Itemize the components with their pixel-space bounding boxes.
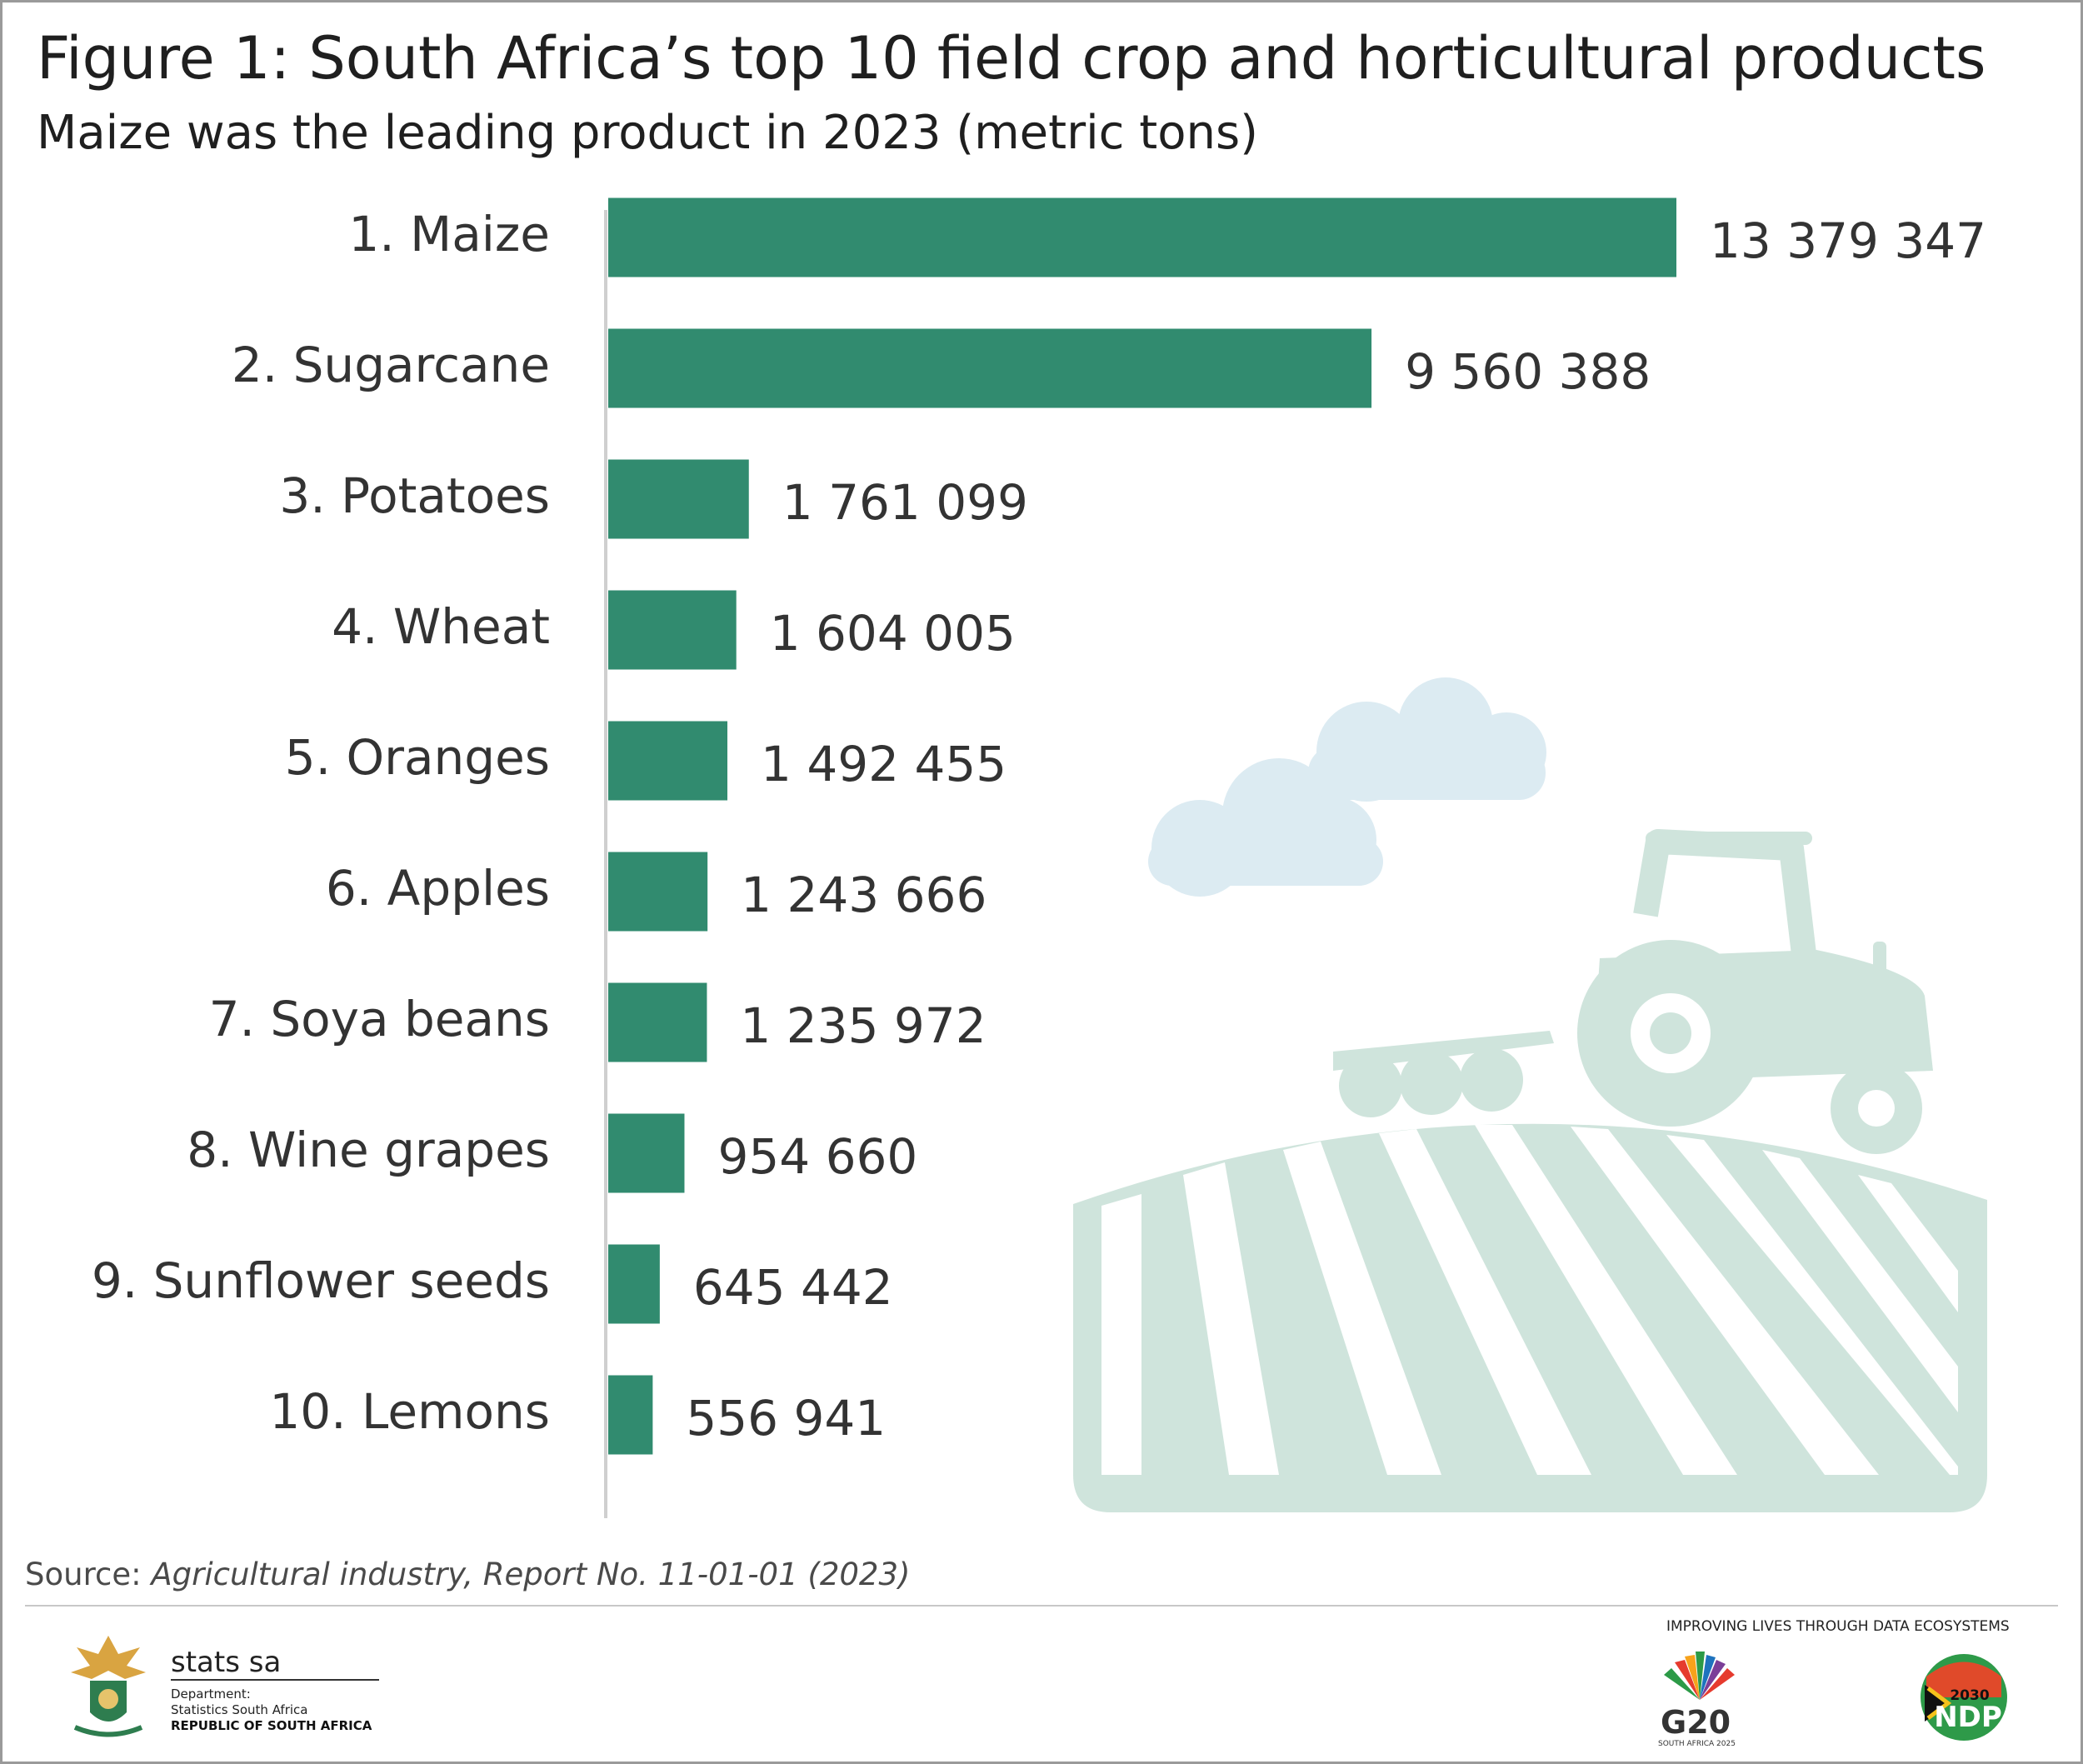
footer-tagline: IMPROVING LIVES THROUGH DATA ECOSYSTEMS [1666, 1618, 2010, 1635]
bar-1 [608, 197, 1676, 277]
bar-8 [608, 1113, 685, 1193]
bar-chart: 1. Maize 13 379 347 2. Sugarcane 9 560 388 3… [92, 197, 1987, 1518]
g20-icon [1664, 1652, 1735, 1700]
category-label-8: 8. Wine grapes [187, 1122, 550, 1178]
dept-line-1: Department: [171, 1687, 251, 1702]
source-note: Source: Agricultural industry, Report No… [25, 1557, 910, 1592]
category-label-2: 2. Sugarcane [232, 337, 550, 393]
ndp-label: NDP [1934, 1701, 2002, 1734]
source-prefix: Source: [25, 1557, 152, 1592]
g20-label: G20 [1661, 1704, 1731, 1741]
value-label-4: 1 604 005 [770, 605, 1016, 662]
source-text: Agricultural industry, Report No. 11-01-… [151, 1557, 911, 1592]
bar-3 [608, 459, 749, 539]
coat-of-arms-icon [71, 1636, 146, 1737]
category-label-9: 9. Sunflower seeds [92, 1252, 550, 1309]
value-label-8: 954 660 [717, 1128, 917, 1185]
value-label-5: 1 492 455 [761, 736, 1007, 792]
category-label-1: 1. Maize [348, 206, 550, 262]
bar-6 [608, 852, 708, 932]
value-label-2: 9 560 388 [1405, 343, 1651, 400]
bar-10 [608, 1375, 653, 1455]
value-label-10: 556 941 [686, 1390, 886, 1447]
bar-9 [608, 1244, 660, 1324]
value-label-9: 645 442 [693, 1259, 893, 1316]
category-label-4: 4. Wheat [332, 598, 550, 655]
bar-4 [608, 590, 737, 670]
ndp-icon: 2030 NDP [1921, 1654, 2007, 1741]
chart-title: Figure 1: South Africa’s top 10 field cr… [37, 24, 1986, 92]
footer-divider [25, 1605, 2058, 1607]
category-label-7: 7. Soya beans [209, 991, 550, 1047]
category-label-10: 10. Lemons [269, 1383, 550, 1440]
bars-group: 1. Maize 13 379 347 2. Sugarcane 9 560 388 3… [92, 197, 1986, 1455]
bar-7 [608, 982, 707, 1062]
org-rule [171, 1679, 379, 1681]
value-label-7: 1 235 972 [740, 997, 986, 1054]
field-icon [1073, 1123, 1987, 1512]
g20-sublabel: SOUTH AFRICA 2025 [1658, 1740, 1736, 1748]
category-label-6: 6. Apples [326, 860, 550, 917]
chart-subtitle: Maize was the leading product in 2023 (m… [37, 106, 1258, 160]
category-label-3: 3. Potatoes [279, 467, 550, 524]
bar-5 [608, 721, 728, 801]
org-name: stats sa [171, 1646, 282, 1679]
dept-line-2: Statistics South Africa [171, 1702, 308, 1717]
cloud-icon [1148, 677, 1546, 897]
category-label-5: 5. Oranges [285, 729, 550, 786]
value-label-3: 1 761 099 [782, 474, 1028, 531]
value-label-1: 13 379 347 [1710, 212, 1986, 269]
tractor-icon [1333, 829, 1933, 1154]
bar-2 [608, 328, 1372, 408]
dept-line-3: REPUBLIC OF SOUTH AFRICA [171, 1718, 372, 1733]
ndp-year: 2030 [1950, 1687, 1989, 1704]
value-label-6: 1 243 666 [741, 867, 987, 923]
